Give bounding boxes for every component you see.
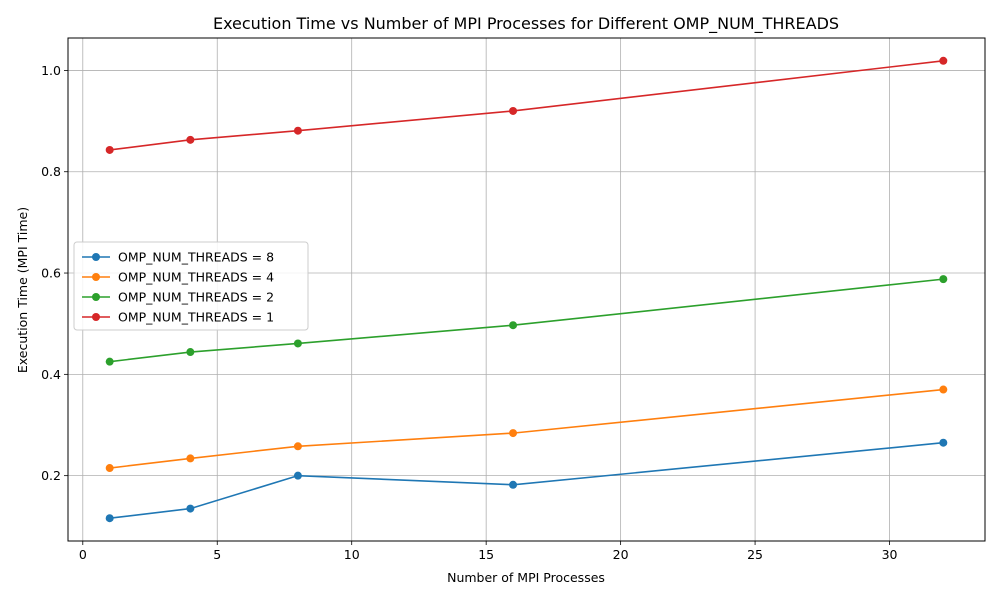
y-tick-label: 0.2 — [41, 468, 61, 483]
series-1 — [105, 438, 948, 523]
legend-marker — [92, 253, 100, 261]
y-tick-label: 1.0 — [41, 63, 61, 78]
y-tick-label: 0.6 — [41, 266, 61, 281]
x-axis-label: Number of MPI Processes — [447, 570, 605, 585]
legend-label: OMP_NUM_THREADS = 1 — [118, 310, 274, 325]
data-point — [186, 454, 195, 463]
x-tick-label: 30 — [882, 547, 898, 562]
legend-item: OMP_NUM_THREADS = 4 — [82, 270, 274, 285]
data-point — [186, 348, 195, 357]
data-point — [293, 442, 302, 451]
plot-area-frame — [67, 37, 986, 542]
series-3 — [105, 275, 948, 366]
legend-label: OMP_NUM_THREADS = 8 — [118, 250, 274, 265]
y-tick-label: 0.8 — [41, 164, 61, 179]
series-2 — [105, 385, 948, 473]
x-tick-label: 15 — [478, 547, 494, 562]
data-point — [509, 429, 518, 438]
legend-label: OMP_NUM_THREADS = 2 — [118, 290, 274, 305]
x-tick-label: 25 — [747, 547, 763, 562]
chart-title: Execution Time vs Number of MPI Processe… — [213, 14, 839, 34]
data-point — [939, 438, 948, 447]
legend-item: OMP_NUM_THREADS = 8 — [82, 250, 274, 265]
legend-item: OMP_NUM_THREADS = 1 — [82, 310, 274, 325]
series-4 — [105, 56, 948, 154]
legend-label: OMP_NUM_THREADS = 4 — [118, 270, 274, 285]
data-point — [293, 339, 302, 348]
data-point — [293, 126, 302, 135]
data-point — [939, 275, 948, 284]
legend: OMP_NUM_THREADS = 8 OMP_NUM_THREADS = 4 OM… — [73, 241, 309, 331]
x-tick-label: 10 — [344, 547, 360, 562]
data-point — [105, 145, 114, 154]
data-point — [186, 135, 195, 144]
x-tick-label: 20 — [613, 547, 629, 562]
x-tick-label: 0 — [79, 547, 87, 562]
legend-marker — [92, 313, 100, 321]
data-point — [105, 464, 114, 473]
y-axis-ticks: 0.2 0.4 0.6 0.8 1.0 — [41, 63, 68, 483]
x-axis-ticks: 0 5 10 15 20 25 30 — [79, 541, 898, 562]
data-point — [509, 321, 518, 330]
data-point — [939, 385, 948, 394]
data-point — [186, 504, 195, 513]
data-point — [293, 471, 302, 480]
legend-marker — [92, 293, 100, 301]
data-point — [105, 514, 114, 523]
legend-box — [73, 241, 309, 331]
legend-item: OMP_NUM_THREADS = 2 — [82, 290, 274, 305]
data-point — [509, 106, 518, 115]
series-group — [105, 56, 948, 523]
data-point — [105, 357, 114, 366]
data-point — [939, 56, 948, 65]
y-axis-label: Execution Time (MPI Time) — [15, 207, 30, 373]
legend-marker — [92, 273, 100, 281]
y-tick-label: 0.4 — [41, 367, 61, 382]
data-point — [509, 480, 518, 489]
x-tick-label: 5 — [213, 547, 221, 562]
